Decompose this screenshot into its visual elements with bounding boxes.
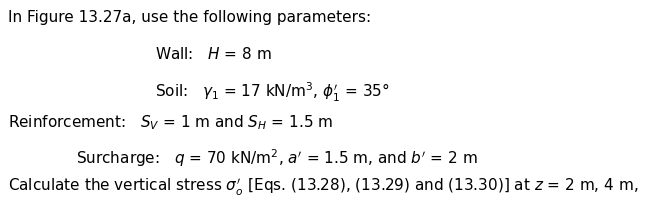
Text: Reinforcement:   $S_V$ = 1 m and $S_H$ = 1.5 m: Reinforcement: $S_V$ = 1 m and $S_H$ = 1… — [8, 113, 333, 132]
Text: Wall:   $H$ = 8 m: Wall: $H$ = 8 m — [155, 46, 272, 62]
Text: Surcharge:   $q$ = 70 kN/m$^2$, $a^{\prime}$ = 1.5 m, and $b^{\prime}$ = 2 m: Surcharge: $q$ = 70 kN/m$^2$, $a^{\prime… — [76, 147, 478, 169]
Text: In Figure 13.27a, use the following parameters:: In Figure 13.27a, use the following para… — [8, 10, 371, 25]
Text: Calculate the vertical stress $\sigma_o^{\prime}$ [Eqs. (13.28), (13.29) and (13: Calculate the vertical stress $\sigma_o^… — [8, 176, 638, 197]
Text: Soil:   $\gamma_1$ = 17 kN/m$^3$, $\phi_1^{\prime}$ = 35°: Soil: $\gamma_1$ = 17 kN/m$^3$, $\phi_1^… — [155, 80, 390, 103]
